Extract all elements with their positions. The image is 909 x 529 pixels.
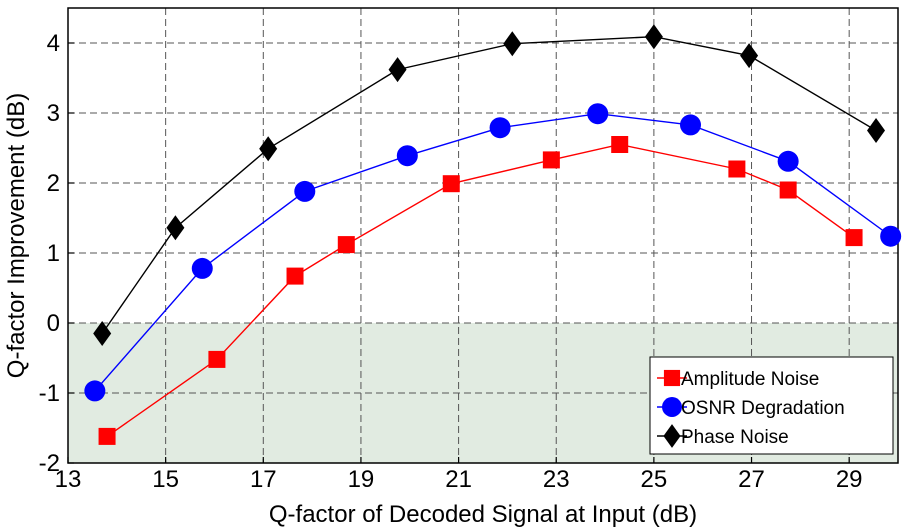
data-point-square xyxy=(728,160,746,178)
data-point-square xyxy=(337,236,355,254)
series-square xyxy=(98,136,863,445)
data-point-diamond xyxy=(166,215,185,241)
data-point-square xyxy=(611,136,629,153)
legend-entry: Phase Noise xyxy=(657,424,789,448)
legend-entry: OSNR Degradation xyxy=(657,397,845,419)
data-point-square xyxy=(98,427,116,445)
legend-marker xyxy=(663,424,681,448)
data-point-diamond xyxy=(93,321,112,346)
data-point-square xyxy=(845,229,863,247)
data-point-diamond xyxy=(388,57,407,83)
data-point-circle xyxy=(294,180,316,202)
legend-label: Amplitude Noise xyxy=(681,369,819,390)
data-point-circle xyxy=(587,103,609,125)
legend-label: OSNR Degradation xyxy=(681,398,845,419)
data-point-square xyxy=(286,267,304,285)
series-layer xyxy=(84,24,902,445)
data-point-diamond xyxy=(867,118,886,143)
legend-marker xyxy=(663,369,681,387)
data-point-square xyxy=(208,350,226,368)
data-point-circle xyxy=(680,114,701,136)
data-point-circle xyxy=(880,225,902,247)
data-point-diamond xyxy=(644,24,663,50)
x-tick-label: 29 xyxy=(836,466,863,493)
data-point-circle xyxy=(777,150,799,172)
data-point-diamond xyxy=(740,43,759,69)
series-circle xyxy=(84,103,902,402)
x-tick-label: 21 xyxy=(445,466,472,493)
y-tick-label: -2 xyxy=(39,450,60,477)
series-line xyxy=(106,143,855,437)
y-tick-label: 2 xyxy=(47,170,60,197)
legend-entries: Amplitude Noise OSNR Degradation Phase Noi… xyxy=(657,369,845,448)
legend-box xyxy=(649,356,894,455)
x-tick-label: 23 xyxy=(543,466,570,493)
legend-entry: Amplitude Noise xyxy=(657,369,819,390)
x-axis-label: Q-factor of Decoded Signal at Input (dB) xyxy=(269,501,697,528)
x-tick-label: 13 xyxy=(55,466,82,493)
y-tick-label: 4 xyxy=(47,30,60,57)
y-tick-label: 1 xyxy=(47,240,60,267)
data-point-square xyxy=(442,175,460,193)
x-tick-label: 19 xyxy=(348,466,375,493)
x-tick-label: 15 xyxy=(152,466,179,493)
legend-label: Phase Noise xyxy=(681,427,789,448)
data-point-circle xyxy=(489,117,511,139)
series-diamond xyxy=(93,24,886,346)
y-axis-label: Q-factor Improvement (dB) xyxy=(3,93,30,378)
y-tick-label: 3 xyxy=(47,100,60,127)
data-point-square xyxy=(779,181,797,199)
data-point-square xyxy=(542,151,560,169)
x-tick-label: 27 xyxy=(738,466,765,493)
series-line xyxy=(101,35,877,334)
legend: Amplitude Noise OSNR Degradation Phase Noi… xyxy=(649,356,894,455)
data-point-circle xyxy=(191,257,213,279)
x-tick-label: 17 xyxy=(250,466,277,493)
x-tick-label: 25 xyxy=(641,466,668,493)
y-tick-label: 0 xyxy=(47,310,60,337)
legend-marker xyxy=(662,397,682,417)
data-point-diamond xyxy=(259,136,278,162)
data-point-diamond xyxy=(503,31,522,57)
data-point-circle xyxy=(396,145,418,167)
y-tick-label: -1 xyxy=(39,380,60,407)
data-point-circle xyxy=(84,380,106,402)
